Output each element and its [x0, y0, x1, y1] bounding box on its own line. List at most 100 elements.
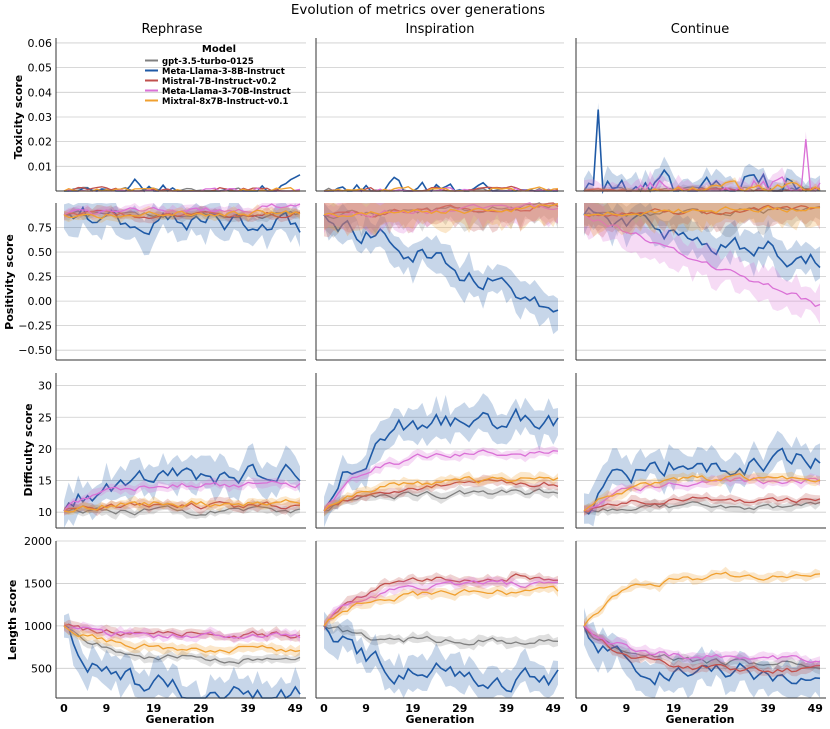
- band-l8: [584, 430, 820, 527]
- y-tick-label: 0.01: [28, 160, 53, 173]
- y-tick-label: 10: [38, 506, 52, 519]
- y-tick-label: 0.00: [28, 295, 53, 308]
- series-line-gpt: [63, 625, 301, 665]
- band-l70: [584, 203, 820, 325]
- series-line-mis: [583, 625, 821, 674]
- series-line-mix: [583, 205, 821, 217]
- series-line-l8: [323, 407, 559, 512]
- y-tick-label: 0.03: [28, 111, 53, 124]
- x-tick-label: 19: [666, 702, 681, 715]
- legend-item-mix: Mixtral-8x7B-Instruct-v0.1: [145, 97, 288, 107]
- legend-label-mix: Mixtral-8x7B-Instruct-v0.1: [162, 97, 288, 107]
- series-line-l70: [583, 214, 821, 308]
- y-tick-label: −0.50: [18, 344, 52, 357]
- x-tick-label: 39: [760, 702, 775, 715]
- series-line-mix: [583, 472, 821, 512]
- band-l70: [324, 576, 558, 631]
- band-l70: [584, 472, 820, 517]
- band-mis: [324, 474, 558, 515]
- panel-difficulty-rephrase: 10 15 20 25 30: [38, 373, 306, 529]
- series-line-l70: [63, 625, 301, 639]
- series-line-gpt: [63, 505, 301, 517]
- legend-label-mis: Mistral-7B-Instruct-v0.2: [162, 77, 277, 87]
- band-gpt: [584, 621, 820, 675]
- band-mix: [324, 471, 558, 517]
- band-mis: [584, 491, 820, 515]
- band-mis: [584, 203, 820, 238]
- band-l8: [584, 203, 820, 282]
- x-tick-label: 0: [580, 702, 588, 715]
- x-tick-label: 39: [240, 702, 255, 715]
- x-tick-label: 9: [103, 702, 111, 715]
- column-title-continue: Continue: [671, 22, 729, 37]
- band-mis: [324, 571, 558, 632]
- panel-toxicity-rephrase: 0.01 0.02 0.03 0.04 0.05 0.06: [28, 37, 306, 193]
- y-tick-label: 2000: [24, 535, 52, 548]
- series-line-mix: [323, 476, 559, 512]
- series-line-mis: [583, 496, 821, 512]
- series-line-gpt: [583, 186, 821, 192]
- legend-title: Model: [202, 44, 236, 55]
- series-line-mix: [63, 625, 301, 654]
- band-l70: [324, 445, 558, 514]
- series-line-mix: [583, 571, 821, 627]
- band-mix: [64, 621, 300, 658]
- x-tick-label: 29: [193, 702, 208, 715]
- series-line-gpt: [323, 625, 559, 646]
- y-tick-label: 0.75: [28, 222, 53, 235]
- band-mix: [64, 495, 300, 515]
- band-l8: [324, 611, 558, 698]
- legend-label-gpt: gpt-3.5-turbo-0125: [162, 57, 254, 67]
- y-tick-label: 0.05: [28, 62, 53, 75]
- band-l8: [324, 203, 558, 335]
- y-tick-label: 0.02: [28, 136, 53, 149]
- ylabel-difficulty: Difficulty score: [22, 403, 35, 496]
- series-line-l70: [583, 477, 821, 512]
- y-tick-label: 25: [38, 411, 52, 424]
- panel-toxicity-continue: [575, 38, 826, 195]
- xlabel-continue: Generation: [665, 713, 734, 726]
- y-tick-label: −0.25: [18, 320, 52, 333]
- band-mix: [324, 582, 558, 630]
- legend-item-mis: Mistral-7B-Instruct-v0.2: [145, 77, 277, 87]
- band-gpt: [64, 623, 300, 668]
- x-tick-label: 0: [60, 702, 68, 715]
- band-gpt: [324, 621, 558, 651]
- column-title-inspiration: Inspiration: [406, 22, 475, 37]
- legend-label-l70: Meta-Llama-3-70B-Instruct: [162, 87, 291, 97]
- panel-toxicity-inspiration: [315, 38, 564, 193]
- panel-difficulty-continue: [575, 373, 826, 529]
- band-l8: [584, 102, 820, 191]
- series-line-mis: [323, 478, 559, 512]
- y-tick-label: 15: [38, 475, 52, 488]
- series-line-l70: [323, 579, 559, 627]
- panel-length-rephrase: 500 1000 1500 2000 0 9 19 29 39 49: [24, 535, 306, 715]
- y-tick-label: 0.04: [28, 86, 53, 99]
- ylabel-toxicity: Toxicity score: [12, 75, 25, 160]
- x-tick-label: 29: [713, 702, 728, 715]
- column-title-rephrase: Rephrase: [141, 22, 202, 37]
- legend: Model gpt-3.5-turbo-0125 Meta-Llama-3-8B…: [145, 44, 291, 107]
- series-line-l8: [323, 214, 559, 313]
- series-line-gpt: [583, 501, 821, 513]
- panels: 0.01 0.02 0.03 0.04 0.05 0.06 −0.50 −0.25 0.00 0.…: [18, 37, 826, 715]
- panel-difficulty-inspiration: [315, 373, 564, 529]
- legend-item-l8: Meta-Llama-3-8B-Instruct: [145, 67, 285, 77]
- series-line-l8: [63, 463, 301, 512]
- x-tick-label: 19: [405, 702, 420, 715]
- series-line-gpt: [63, 209, 301, 220]
- series-line-mix: [63, 209, 301, 220]
- band-l8: [584, 607, 820, 698]
- x-tick-label: 49: [808, 702, 823, 715]
- series-line-mix: [323, 203, 559, 218]
- band-l70: [584, 620, 820, 667]
- figure-title: Evolution of metrics over generations: [291, 2, 545, 18]
- series-line-l70: [583, 625, 821, 664]
- x-tick-label: 49: [546, 702, 561, 715]
- panel-positivity-continue: [575, 203, 826, 361]
- y-tick-label: 0.25: [28, 271, 53, 284]
- series-line-l70: [323, 449, 559, 512]
- band-mix: [584, 203, 820, 237]
- x-tick-label: 29: [452, 702, 467, 715]
